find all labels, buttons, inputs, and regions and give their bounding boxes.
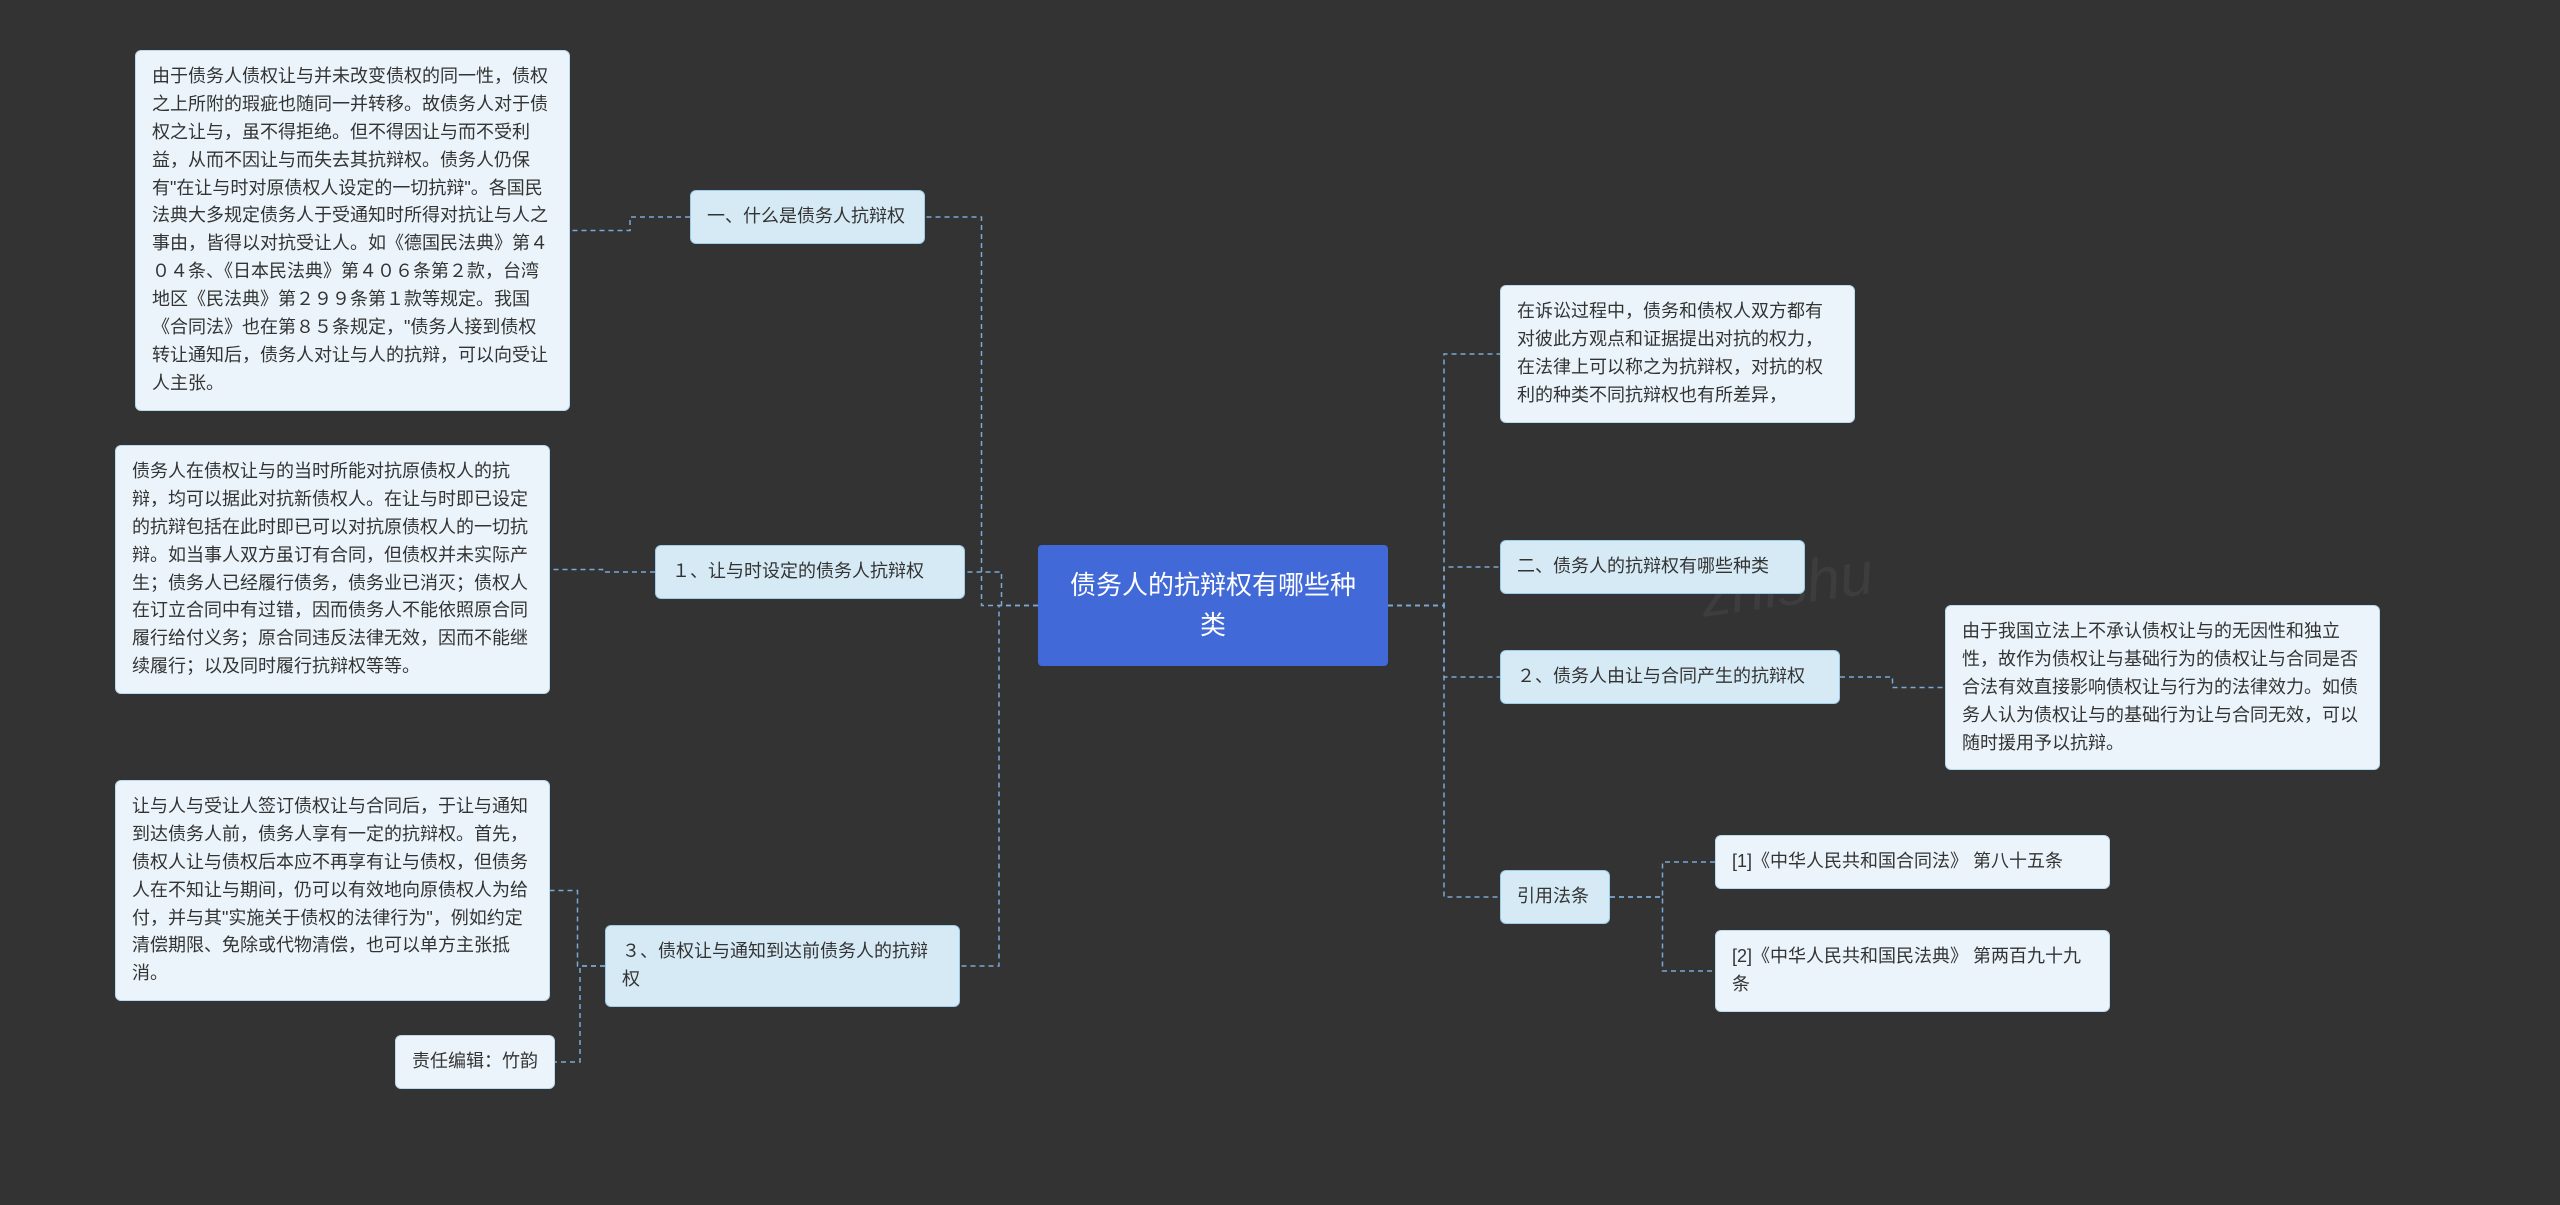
leaf-citation-2[interactable]: [2]《中华人民共和国民法典》 第两百九十九条: [1715, 930, 2110, 1012]
leaf-definition-detail[interactable]: 由于债务人债权让与并未改变债权的同一性，债权之上所附的瑕疵也随同一并转移。故债务…: [135, 50, 570, 411]
connector: [570, 217, 690, 231]
connector: [1388, 354, 1500, 606]
leaf-assignment-detail[interactable]: 债务人在债权让与的当时所能对抗原债权人的抗辩，均可以据此对抗新债权人。在让与时即…: [115, 445, 550, 694]
leaf-before-notice-detail[interactable]: 让与人与受让人签订债权让与合同后，于让与通知到达债务人前，债务人享有一定的抗辩权…: [115, 780, 550, 1001]
mindmap-canvas: zhishu zhishu 债务人的抗辩权有哪些种类 一、什么是债务人抗辩权 由…: [0, 0, 2560, 1205]
branch-types[interactable]: 二、债务人的抗辩权有哪些种类: [1500, 540, 1805, 594]
connector: [960, 606, 1038, 967]
connector: [550, 570, 655, 573]
connector: [555, 966, 605, 1062]
leaf-contract-defense-detail[interactable]: 由于我国立法上不承认债权让与的无因性和独立性，故作为债权让与基础行为的债权让与合…: [1945, 605, 2380, 770]
leaf-editor: 责任编辑：竹韵: [395, 1035, 555, 1089]
connector: [1610, 897, 1715, 971]
connector: [1610, 862, 1715, 897]
leaf-citation-1[interactable]: [1]《中华人民共和国合同法》 第八十五条: [1715, 835, 2110, 889]
center-node[interactable]: 债务人的抗辩权有哪些种类: [1038, 545, 1388, 666]
branch-contract-defense[interactable]: ２、债务人由让与合同产生的抗辩权: [1500, 650, 1840, 704]
branch-defense-at-assignment[interactable]: １、让与时设定的债务人抗辩权: [655, 545, 965, 599]
connector: [1388, 606, 1500, 898]
branch-intro[interactable]: 在诉讼过程中，债务和债权人双方都有对彼此方观点和证据提出对抗的权力，在法律上可以…: [1500, 285, 1855, 423]
connector: [1388, 567, 1500, 606]
branch-defense-before-notice[interactable]: ３、债权让与通知到达前债务人的抗辩权: [605, 925, 960, 1007]
branch-citations[interactable]: 引用法条: [1500, 870, 1610, 924]
connector: [965, 572, 1038, 606]
branch-what-is-defense[interactable]: 一、什么是债务人抗辩权: [690, 190, 925, 244]
connector: [1388, 606, 1500, 678]
connector: [1840, 677, 1945, 688]
connector: [550, 891, 605, 967]
